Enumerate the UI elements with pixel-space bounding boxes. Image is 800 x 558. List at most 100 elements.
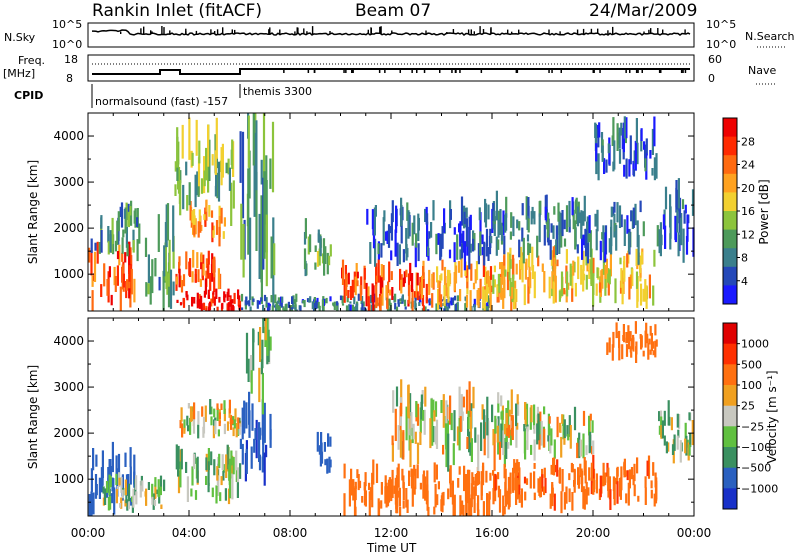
- data-blob-streak: [489, 280, 492, 301]
- data-blob-streak: [263, 294, 267, 302]
- colorbar-tick-label: 1000: [741, 338, 769, 351]
- velocity-heatmap: [88, 318, 694, 516]
- data-blob-streak: [588, 415, 591, 436]
- data-blob-streak: [381, 287, 384, 306]
- data-blob-streak: [654, 324, 657, 336]
- data-blob-streak: [413, 486, 416, 495]
- data-blob-streak: [556, 459, 559, 477]
- data-blob-streak: [230, 415, 233, 430]
- data-blob-streak: [625, 332, 628, 344]
- data-blob-streak: [290, 307, 294, 310]
- nave-spike: [283, 70, 285, 73]
- data-blob-streak: [520, 488, 523, 508]
- data-blob-streak: [580, 210, 583, 230]
- data-blob-streak: [191, 271, 194, 283]
- nave-spike: [682, 70, 684, 73]
- data-blob-streak: [117, 453, 121, 477]
- data-blob-streak: [595, 229, 598, 251]
- data-blob-streak: [304, 218, 307, 239]
- data-blob-streak: [229, 295, 232, 307]
- data-blob-streak: [519, 260, 522, 280]
- data-blob-streak: [329, 296, 332, 302]
- data-blob-streak: [412, 423, 415, 440]
- y-tick-label: 3000: [53, 175, 84, 189]
- data-blob-streak: [667, 400, 670, 426]
- data-blob-streak: [678, 414, 681, 429]
- data-blob-streak: [507, 442, 510, 449]
- data-blob-streak: [121, 252, 124, 262]
- data-blob-streak: [627, 325, 630, 344]
- data-blob-streak: [211, 298, 214, 302]
- data-blob-streak: [389, 226, 392, 234]
- data-blob-streak: [523, 424, 526, 432]
- data-blob-streak: [632, 207, 635, 228]
- data-blob-streak: [407, 210, 410, 239]
- data-blob-streak: [546, 223, 549, 238]
- colorbar-swatch: [723, 211, 737, 231]
- data-blob-streak: [640, 251, 644, 265]
- data-blob-streak: [599, 475, 602, 498]
- colorbar-tick-label: 20: [741, 182, 755, 195]
- data-blob-streak: [238, 304, 241, 310]
- data-blob-streak: [157, 479, 160, 497]
- data-blob-streak: [216, 172, 219, 199]
- data-blob-streak: [350, 479, 353, 496]
- data-blob-streak: [397, 299, 400, 305]
- colorbar-swatch: [723, 173, 737, 193]
- data-blob-streak: [616, 481, 619, 504]
- data-blob-streak: [265, 214, 268, 287]
- data-blob-streak: [533, 404, 536, 430]
- data-blob-streak: [397, 463, 400, 488]
- data-blob-streak: [688, 412, 691, 421]
- data-blob-streak: [380, 264, 383, 278]
- data-blob-streak: [275, 301, 278, 309]
- data-blob-streak: [552, 457, 555, 475]
- data-blob-streak: [232, 180, 235, 209]
- data-blob-streak: [349, 304, 352, 311]
- data-blob-streak: [133, 278, 136, 303]
- data-blob-streak: [418, 301, 421, 306]
- data-blob-streak: [181, 124, 184, 159]
- data-blob-streak: [399, 429, 402, 458]
- data-blob-streak: [518, 494, 521, 503]
- data-blob-streak: [227, 158, 230, 175]
- data-blob-streak: [265, 297, 268, 305]
- data-blob-streak: [440, 400, 443, 413]
- data-blob-streak: [440, 495, 443, 506]
- data-blob-streak: [424, 208, 427, 222]
- data-blob-streak: [561, 210, 564, 237]
- data-blob-streak: [361, 295, 364, 304]
- data-blob-streak: [482, 286, 485, 309]
- data-blob-streak: [348, 304, 351, 311]
- data-blob-streak: [250, 370, 253, 394]
- data-blob-streak: [129, 206, 132, 216]
- data-blob-streak: [407, 273, 411, 297]
- data-blob-streak: [369, 487, 372, 500]
- data-blob-streak: [263, 171, 266, 259]
- data-blob-streak: [497, 440, 500, 455]
- data-blob-streak: [132, 240, 135, 253]
- data-blob-streak: [635, 346, 638, 363]
- data-blob-streak: [252, 328, 255, 371]
- data-blob-streak: [603, 158, 606, 174]
- nave-spike: [351, 70, 353, 73]
- data-blob-streak: [226, 291, 229, 301]
- data-blob-streak: [356, 271, 359, 279]
- data-blob-streak: [474, 427, 477, 443]
- data-blob-streak: [550, 464, 553, 475]
- data-blob-streak: [576, 206, 580, 227]
- data-blob-streak: [568, 200, 571, 227]
- data-blob-streak: [454, 265, 458, 284]
- data-blob-streak: [244, 303, 247, 310]
- nave-spike: [399, 70, 401, 73]
- data-blob-streak: [193, 224, 196, 236]
- date-title: 24/Mar/2009: [589, 1, 697, 21]
- data-blob-streak: [373, 207, 376, 236]
- data-blob-streak: [182, 274, 186, 287]
- data-blob-streak: [480, 481, 483, 501]
- data-blob-streak: [635, 248, 638, 266]
- data-blob-streak: [431, 293, 434, 308]
- data-blob-streak: [392, 390, 395, 413]
- data-blob-streak: [273, 305, 276, 308]
- data-blob-streak: [354, 306, 357, 311]
